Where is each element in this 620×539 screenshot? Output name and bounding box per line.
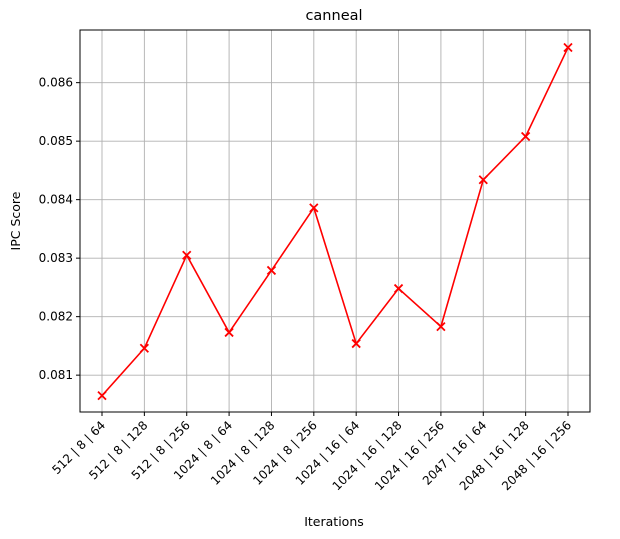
y-tick-label: 0.085 <box>39 134 73 148</box>
series-line <box>101 47 569 397</box>
y-tick-label: 0.084 <box>39 193 73 207</box>
y-tick-label: 0.082 <box>39 310 73 324</box>
y-axis-label: IPC Score <box>8 191 23 250</box>
data-point-marker <box>520 131 531 142</box>
grid-lines <box>80 30 590 412</box>
data-point-marker <box>224 327 234 338</box>
data-point-marker <box>309 203 319 213</box>
series-layer <box>97 42 573 401</box>
data-point-marker <box>139 343 150 353</box>
data-point-marker <box>563 42 573 53</box>
x-axis-label: Iterations <box>304 514 364 529</box>
data-point-marker <box>478 175 488 185</box>
y-tick-label: 0.083 <box>39 251 73 265</box>
data-point-marker <box>97 390 107 401</box>
data-point-marker <box>266 265 277 276</box>
data-point-marker <box>393 283 404 294</box>
data-point-marker <box>351 338 361 349</box>
chart-title: canneal <box>305 8 362 24</box>
data-point-marker <box>182 250 192 260</box>
y-tick-label: 0.081 <box>39 368 73 382</box>
plot-frame <box>79 29 591 413</box>
data-point-marker <box>436 321 446 332</box>
y-tick-label: 0.086 <box>39 76 73 90</box>
